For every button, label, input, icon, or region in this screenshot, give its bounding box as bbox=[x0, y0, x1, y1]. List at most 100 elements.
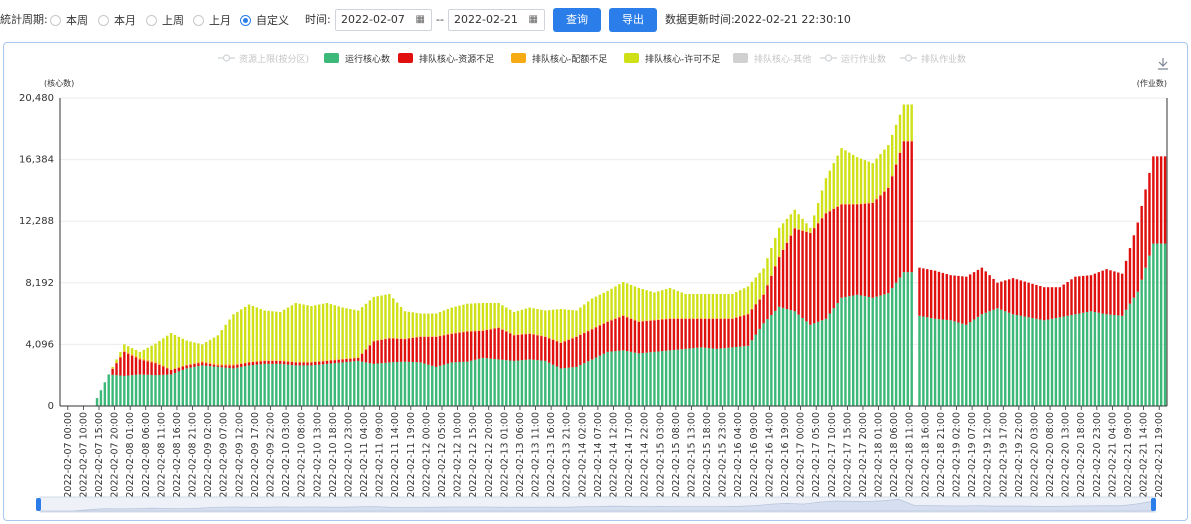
bar-segment-permit bbox=[770, 248, 773, 276]
bar-segment-permit bbox=[259, 309, 262, 361]
bar-segment-res bbox=[399, 338, 403, 362]
bar-segment-res bbox=[1093, 273, 1097, 313]
start-date-value: 2022-02-07 bbox=[341, 13, 405, 26]
bar-segment-run bbox=[509, 360, 512, 406]
bar-segment-quota bbox=[777, 256, 781, 258]
bar-segment-res bbox=[1046, 287, 1050, 320]
bar-segment-res bbox=[462, 332, 465, 362]
bar-segment-quota bbox=[614, 318, 617, 319]
bar-segment-quota bbox=[738, 315, 742, 317]
bar-segment-permit bbox=[707, 293, 711, 319]
radio-last-month[interactable]: 上月 bbox=[193, 12, 231, 28]
bar-segment-res bbox=[547, 338, 551, 363]
x-tick-label: 2022-02-21 04:00 bbox=[1107, 412, 1118, 498]
bar-segment-res bbox=[403, 339, 407, 362]
bar-segment-res bbox=[142, 360, 146, 375]
bar-segment-quota bbox=[466, 330, 469, 332]
bar-segment-run bbox=[512, 360, 516, 406]
bar-segment-run bbox=[255, 364, 259, 406]
bar-segment-quota bbox=[364, 348, 368, 350]
legend-item[interactable]: 资源上限(按分区) bbox=[218, 53, 309, 65]
bar-segment-run bbox=[926, 317, 929, 406]
bar-segment-run bbox=[275, 363, 278, 406]
start-date-input[interactable]: 2022-02-07 ▦ bbox=[335, 9, 432, 31]
datazoom-right-handle[interactable] bbox=[1151, 498, 1156, 511]
bar-segment-quota bbox=[633, 319, 637, 321]
bar-segment-res bbox=[813, 228, 816, 324]
x-tick-label: 2022-02-15 08:00 bbox=[671, 412, 682, 498]
bar-segment-permit bbox=[536, 309, 539, 335]
bar-segment-quota bbox=[910, 140, 913, 142]
bar-segment-permit bbox=[758, 272, 761, 299]
bar-segment-run bbox=[201, 365, 204, 406]
bar-segment-res bbox=[887, 187, 890, 294]
bar-segment-run bbox=[1019, 315, 1023, 406]
bar-segment-quota bbox=[306, 361, 309, 363]
legend-item[interactable]: 运行核心数 bbox=[324, 53, 390, 65]
bar-segment-permit bbox=[403, 311, 407, 339]
query-button[interactable]: 查询 bbox=[553, 8, 601, 32]
bar-segment-res bbox=[185, 365, 188, 369]
bar-segment-run bbox=[544, 360, 547, 406]
bar-segment-run bbox=[158, 374, 161, 406]
bar-segment-quota bbox=[419, 336, 422, 337]
bar-segment-res bbox=[411, 337, 414, 363]
x-tick-label: 2022-02-20 13:00 bbox=[1061, 412, 1072, 498]
bar-segment-quota bbox=[727, 318, 730, 319]
legend-item[interactable]: 排队作业数 bbox=[900, 53, 966, 65]
datazoom-slider[interactable] bbox=[36, 496, 1156, 513]
radio-this-month[interactable]: 本月 bbox=[98, 12, 136, 28]
bar-segment-permit bbox=[142, 349, 146, 359]
bar-segment-permit bbox=[614, 286, 617, 319]
bar-segment-run bbox=[610, 351, 613, 406]
bar-segment-run bbox=[1074, 314, 1077, 406]
bar-segment-run bbox=[306, 365, 309, 406]
bar-segment-run bbox=[984, 312, 987, 406]
x-tick-label: 2022-02-14 17:00 bbox=[624, 412, 635, 498]
download-icon[interactable] bbox=[1158, 58, 1168, 70]
bar-segment-permit bbox=[216, 335, 220, 364]
bar-segment-run bbox=[1117, 315, 1120, 406]
legend-item[interactable]: 排队核心-资源不足 bbox=[398, 53, 494, 65]
radio-this-week[interactable]: 本周 bbox=[50, 12, 88, 28]
datazoom-left-handle[interactable] bbox=[36, 498, 41, 511]
end-date-input[interactable]: 2022-02-21 ▦ bbox=[448, 9, 545, 31]
bar-segment-quota bbox=[664, 318, 668, 320]
bar-segment-res bbox=[633, 320, 637, 353]
bar-segment-res bbox=[657, 319, 660, 352]
bar-segment-quota bbox=[477, 330, 481, 331]
bar-segment-permit bbox=[368, 300, 372, 345]
legend-item[interactable]: 排队核心-配额不足 bbox=[511, 53, 607, 65]
radio-custom[interactable]: 自定义 bbox=[240, 12, 289, 28]
legend-item[interactable]: 排队核心-其他 bbox=[733, 53, 811, 65]
bar-segment-permit bbox=[540, 309, 543, 336]
bar-segment-quota bbox=[298, 361, 301, 363]
bar-segment-run bbox=[805, 321, 808, 406]
bar-segment-permit bbox=[158, 340, 161, 364]
bar-segment-quota bbox=[509, 332, 512, 334]
bar-segment-res bbox=[742, 315, 746, 347]
bar-segment-res bbox=[177, 367, 181, 372]
bar-segment-permit bbox=[321, 303, 325, 361]
bar-segment-quota bbox=[224, 363, 227, 366]
bar-segment-permit bbox=[516, 310, 520, 335]
radio-last-week[interactable]: 上周 bbox=[146, 12, 184, 28]
bar-segment-run bbox=[466, 361, 469, 406]
export-button[interactable]: 导出 bbox=[609, 8, 657, 32]
bar-segment-permit bbox=[349, 309, 352, 358]
bar-segment-permit bbox=[271, 311, 274, 361]
bar-segment-run bbox=[937, 319, 941, 406]
bar-segment-quota bbox=[770, 275, 773, 276]
legend-item[interactable]: 运行作业数 bbox=[820, 53, 886, 65]
bar-segment-run bbox=[1105, 314, 1108, 406]
bar-segment-run bbox=[657, 351, 660, 406]
bar-segment-run bbox=[177, 371, 181, 406]
bar-segment-permit bbox=[353, 309, 356, 358]
bar-segment-run bbox=[516, 360, 520, 406]
bar-segment-run bbox=[403, 361, 407, 406]
bar-segment-res bbox=[618, 317, 621, 351]
bar-segment-run bbox=[520, 360, 524, 406]
bar-segment-run bbox=[906, 272, 909, 406]
bar-segment-res bbox=[263, 360, 266, 364]
legend-item[interactable]: 排队核心-许可不足 bbox=[624, 53, 720, 65]
